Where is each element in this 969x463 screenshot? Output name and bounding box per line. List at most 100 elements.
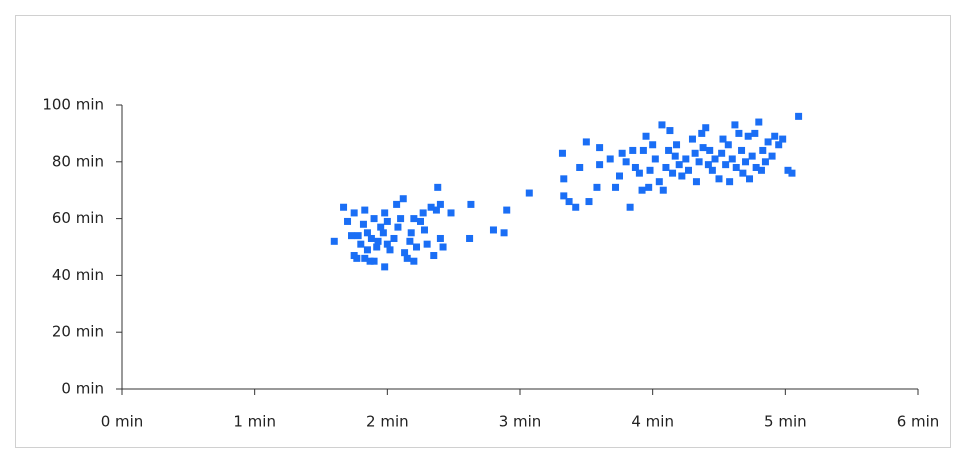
point [397, 215, 405, 223]
point [759, 146, 767, 154]
point [688, 135, 696, 143]
point [684, 166, 692, 174]
point [420, 226, 428, 234]
point [361, 254, 369, 262]
point [784, 166, 792, 174]
point [386, 246, 394, 254]
y-tick-label: 20 min [52, 323, 104, 341]
point [764, 138, 772, 146]
point [410, 257, 418, 265]
point [744, 132, 752, 140]
point [370, 215, 378, 223]
point [394, 223, 402, 231]
point [629, 146, 637, 154]
point [682, 155, 690, 163]
y-tick-label: 100 min [42, 96, 104, 114]
point [407, 229, 415, 237]
point [406, 237, 414, 245]
point [742, 158, 750, 166]
point [413, 243, 421, 251]
point [370, 257, 378, 265]
point [768, 152, 776, 160]
point [430, 252, 438, 260]
point [410, 215, 418, 223]
point [436, 234, 444, 242]
point [354, 232, 362, 240]
point [775, 141, 783, 149]
point [390, 234, 398, 242]
point [675, 161, 683, 169]
point [739, 169, 747, 177]
point [417, 217, 424, 225]
point [340, 203, 348, 211]
point [639, 146, 647, 154]
point [596, 161, 604, 169]
point [363, 246, 371, 254]
point [722, 161, 730, 169]
point [403, 254, 411, 262]
point [626, 203, 634, 211]
point [606, 155, 614, 163]
point [357, 240, 365, 248]
point [383, 240, 391, 248]
point [691, 149, 699, 157]
point [393, 200, 401, 208]
point [642, 132, 650, 140]
point [728, 155, 736, 163]
x-tick-label: 6 min [897, 413, 940, 431]
point [612, 183, 620, 191]
point [434, 183, 442, 191]
point [439, 243, 447, 251]
point [330, 237, 338, 245]
point [374, 237, 382, 245]
point [655, 178, 663, 186]
point [731, 121, 739, 129]
point [695, 158, 703, 166]
point [366, 257, 374, 265]
point [359, 220, 367, 228]
y-tick-label: 0 min [61, 380, 104, 398]
point [755, 118, 763, 126]
point [649, 141, 657, 149]
point [719, 135, 727, 143]
point [489, 226, 497, 234]
point [503, 206, 511, 214]
point [748, 152, 756, 160]
point [704, 161, 712, 169]
point [699, 144, 707, 152]
point [711, 155, 719, 163]
point [771, 132, 779, 140]
x-tick-label: 3 min [499, 413, 542, 431]
point [788, 169, 796, 177]
point [558, 149, 566, 157]
point [692, 178, 700, 186]
point [702, 124, 710, 132]
point [500, 229, 508, 237]
point [436, 200, 444, 208]
point [665, 146, 673, 154]
chart-border [15, 15, 951, 448]
point [350, 209, 358, 217]
point [432, 206, 440, 214]
point [361, 206, 369, 214]
point [732, 163, 740, 171]
point [673, 141, 681, 149]
point [572, 203, 580, 211]
point [738, 146, 746, 154]
point [353, 254, 361, 262]
point [761, 158, 769, 166]
point [752, 163, 760, 171]
point [631, 163, 639, 171]
point [466, 234, 474, 242]
point [379, 229, 387, 237]
point [363, 229, 371, 237]
point [585, 198, 593, 206]
point [724, 141, 732, 149]
point [401, 249, 409, 257]
point [708, 166, 716, 174]
point [795, 112, 803, 120]
point [622, 158, 630, 166]
point [616, 172, 623, 180]
point [706, 146, 714, 154]
